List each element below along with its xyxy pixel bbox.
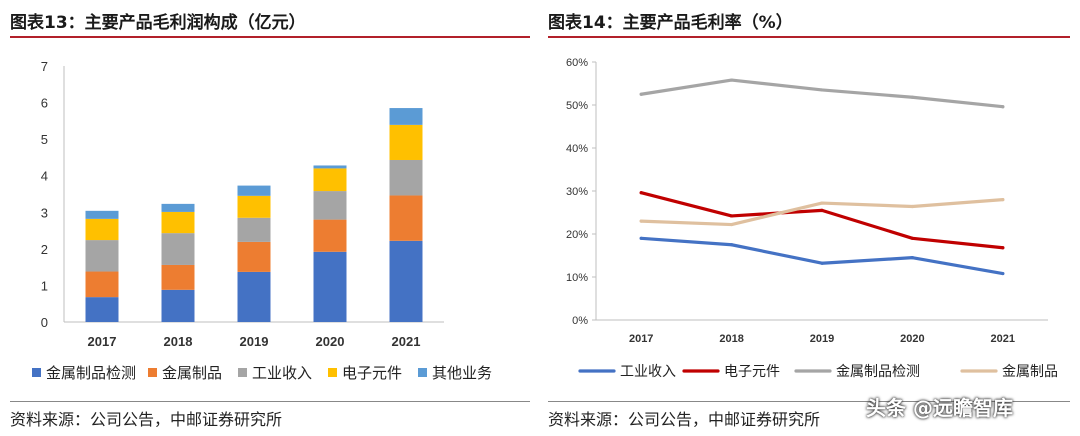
y-tick-label: 2: [41, 242, 48, 257]
line-chart: 0% 10% 20% 30% 40% 50% 60% 2017 2018 2019 2020 2021…: [566, 57, 1058, 379]
x-tick-label: 2021: [392, 334, 421, 349]
x-tick-label: 2020: [316, 334, 345, 349]
bar-segment: [85, 218, 119, 241]
right-chart-title: 图表14：主要产品毛利率（%）: [548, 13, 793, 33]
data-point: [730, 78, 734, 82]
bar-segment: [389, 108, 423, 125]
bar-segment: [237, 241, 271, 272]
bar-segment: [313, 219, 347, 252]
x-tick-label: 2017: [88, 334, 117, 349]
data-point: [820, 201, 824, 205]
data-point: [1001, 271, 1005, 276]
data-point: [910, 204, 914, 209]
left-source-rule: [10, 401, 530, 402]
y-tick-label: 0: [41, 315, 48, 330]
y-tick-label: 60%: [566, 57, 588, 69]
x-tick-label: 2020: [900, 333, 924, 345]
bar-segment: [161, 211, 195, 234]
x-tick-label: 2017: [629, 333, 653, 345]
x-tick-label: 2018: [719, 333, 743, 345]
data-point: [1001, 246, 1005, 250]
bar-segment: [237, 185, 271, 196]
bar-segment: [237, 271, 271, 322]
bar-segment: [85, 240, 119, 272]
y-tick-label: 1: [41, 278, 48, 293]
left-title-rule: [10, 36, 530, 38]
legend-swatch: [32, 368, 41, 377]
bar-segment: [161, 203, 195, 212]
x-tick-label: 2021: [991, 333, 1015, 345]
bar-segment: [161, 233, 195, 265]
legend-swatch: [148, 368, 157, 377]
stacked-bar-chart: 0 1 2 3 4 5 6 7 2017 2018 2019 2020 2021 金属制品检测 金属制品 工业…: [32, 59, 492, 382]
x-tick-label: 2019: [810, 333, 834, 345]
data-point: [639, 191, 643, 195]
legend-label: 工业收入: [620, 363, 676, 379]
legend-swatch: [418, 368, 427, 377]
data-point: [1001, 105, 1005, 109]
bar-segment: [237, 217, 271, 242]
left-chart-title: 图表13：主要产品毛利润构成（亿元）: [10, 13, 306, 33]
legend-label: 金属制品: [1002, 363, 1058, 379]
y-tick-label: 40%: [566, 143, 588, 155]
legend-label: 电子元件: [342, 365, 402, 382]
legend-swatch: [328, 368, 337, 377]
left-source-note: 资料来源：公司公告，中邮证券研究所: [10, 410, 283, 429]
bar-segment: [389, 124, 423, 160]
series-line: [639, 78, 1005, 109]
data-point: [730, 222, 734, 227]
bar-segment: [313, 168, 347, 192]
bar-segment: [313, 191, 347, 220]
legend-label: 金属制品检测: [46, 365, 136, 382]
bar-segment: [85, 210, 119, 219]
bar-segment: [85, 297, 119, 322]
data-point: [639, 236, 643, 240]
y-tick-label: 3: [41, 205, 48, 220]
data-point: [910, 236, 914, 240]
legend-label: 其他业务: [432, 365, 492, 382]
y-tick-label: 6: [41, 96, 48, 111]
data-point: [910, 256, 914, 260]
bar-segment: [161, 289, 195, 322]
data-point: [639, 219, 643, 223]
right-title-rule: [548, 36, 1070, 38]
bar-segment: [389, 240, 423, 322]
bar-segment: [389, 159, 423, 196]
y-tick-label: 30%: [566, 186, 588, 198]
data-point: [639, 92, 643, 96]
bar-segment: [389, 195, 423, 241]
data-point: [910, 95, 914, 99]
y-tick-label: 0%: [572, 315, 588, 327]
right-source-rule: [548, 401, 1070, 402]
data-point: [730, 243, 734, 247]
legend-label: 金属制品: [162, 365, 222, 382]
y-tick-label: 4: [41, 169, 48, 184]
bar-segment: [313, 251, 347, 322]
y-tick-label: 50%: [566, 100, 588, 112]
bar-segment: [161, 264, 195, 290]
y-tick-label: 7: [41, 59, 48, 74]
x-tick-label: 2019: [240, 334, 269, 349]
bar-segment: [313, 165, 347, 169]
data-point: [820, 208, 824, 212]
legend-label: 工业收入: [252, 365, 312, 382]
legend-label: 金属制品检测: [836, 363, 920, 379]
watermark-text: 头条 @远瞻智库: [866, 396, 1013, 420]
data-point: [1001, 198, 1005, 202]
data-point: [820, 88, 824, 92]
legend-swatch: [238, 368, 247, 377]
y-tick-label: 5: [41, 132, 48, 147]
y-tick-label: 10%: [566, 272, 588, 284]
data-point: [730, 214, 734, 218]
legend-label: 电子元件: [724, 363, 780, 379]
bar-segment: [237, 195, 271, 218]
data-point: [820, 261, 824, 265]
right-source-note: 资料来源：公司公告，中邮证券研究所: [548, 410, 821, 429]
series-line: [639, 191, 1005, 250]
bar-segment: [85, 271, 119, 298]
y-tick-label: 20%: [566, 229, 588, 241]
x-tick-label: 2018: [164, 334, 193, 349]
